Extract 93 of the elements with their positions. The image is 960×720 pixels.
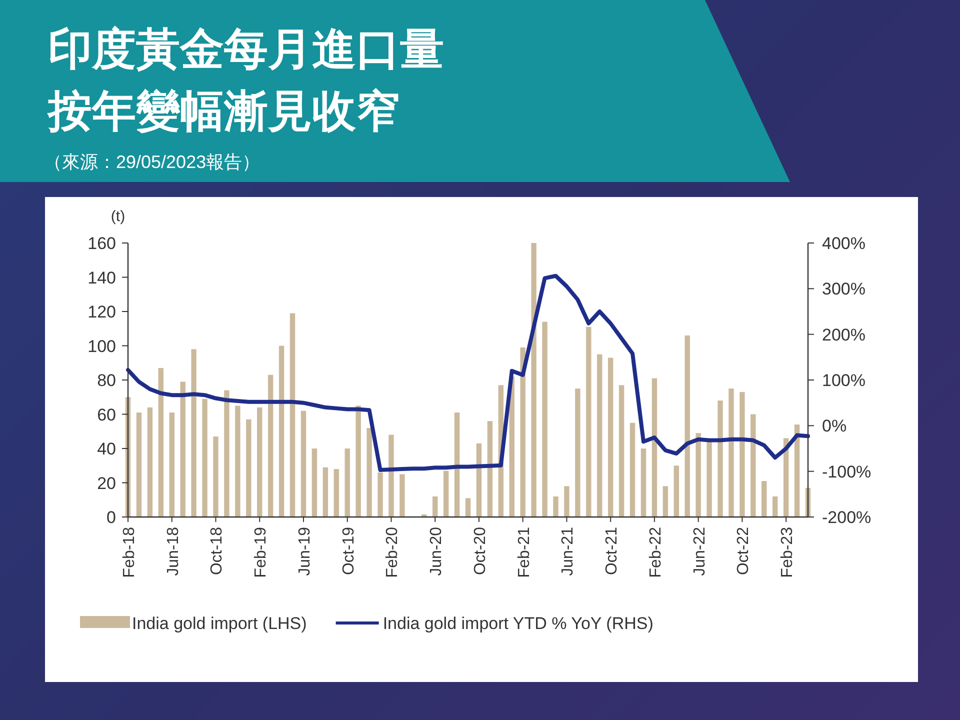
bar — [728, 388, 734, 517]
y-tick-label: 20 — [97, 474, 116, 493]
legend-label: India gold import YTD % YoY (RHS) — [382, 614, 654, 633]
y-tick-label: 140 — [88, 268, 116, 288]
bar — [674, 466, 679, 517]
x-tick-label: Jun-19 — [296, 526, 314, 576]
bar — [454, 412, 460, 517]
y2-tick-label: 0% — [822, 416, 847, 436]
x-tick-label: Feb-22 — [647, 526, 664, 578]
line-series — [126, 274, 810, 472]
bar — [432, 496, 438, 517]
x-tick-label: Feb-21 — [516, 526, 533, 578]
bar — [344, 448, 350, 517]
bar — [531, 243, 536, 517]
bar — [246, 419, 252, 517]
bar — [443, 470, 449, 517]
bar — [366, 428, 372, 517]
bar — [750, 414, 756, 517]
bar — [696, 433, 701, 517]
x-tick-label: Oct-21 — [604, 526, 621, 576]
y-tick-label: 40 — [97, 440, 116, 458]
bar — [618, 385, 624, 517]
bar — [564, 486, 570, 517]
chart-title: 印度黃金每月進口量按年變幅漸見收窄 — [46, 24, 444, 137]
x-tick-label: Jun-22 — [691, 526, 708, 576]
x-tick-label: Oct-18 — [208, 526, 226, 576]
legend-label: India gold import (LHS) — [132, 614, 307, 633]
bar — [300, 410, 306, 517]
bar — [278, 346, 284, 517]
bar — [322, 467, 328, 517]
x-tick-label: Jun-20 — [428, 526, 446, 576]
bar — [147, 407, 153, 517]
y-tick-label: 160 — [88, 234, 116, 253]
y-tick-label: 120 — [88, 302, 116, 322]
bar — [740, 392, 745, 517]
x-tick-label: Feb-19 — [252, 526, 270, 578]
bar — [794, 424, 800, 517]
bar — [136, 412, 142, 517]
x-tick-label: Oct-19 — [340, 526, 358, 576]
y2-tick-label: -100% — [822, 462, 872, 482]
bar — [520, 347, 526, 517]
y2-tick-label: -200% — [822, 508, 872, 527]
bar — [169, 412, 174, 517]
x-tick-label: Feb-20 — [384, 526, 402, 578]
y-tick-label: 80 — [97, 371, 116, 390]
bar — [224, 390, 230, 517]
bar — [772, 496, 778, 517]
y2-tick-label: 200% — [822, 325, 866, 344]
bar — [378, 472, 383, 517]
bar — [640, 448, 646, 517]
bar — [334, 469, 339, 517]
y-tick-label: 100 — [88, 336, 116, 356]
bar — [268, 374, 274, 517]
bar — [465, 498, 471, 517]
bar — [487, 421, 493, 517]
x-tick-label: Feb-23 — [779, 526, 796, 578]
x-tick-label: Oct-22 — [735, 526, 752, 576]
y2-tick-label: 100% — [822, 371, 866, 390]
bar — [213, 436, 218, 517]
bar — [718, 400, 723, 517]
bar — [662, 486, 668, 517]
bar — [180, 382, 186, 517]
bar — [684, 335, 690, 517]
bar — [597, 354, 602, 517]
bar — [586, 326, 592, 517]
y2-tick-label: 300% — [822, 280, 866, 299]
x-tick-label: Oct-20 — [472, 526, 489, 576]
bar — [762, 481, 767, 517]
bar — [575, 388, 580, 517]
bar — [202, 398, 208, 517]
bar — [388, 434, 394, 517]
bar — [290, 313, 296, 517]
y2-tick-label: 400% — [822, 234, 866, 253]
bar — [312, 448, 318, 517]
bar — [476, 443, 482, 517]
bar — [158, 368, 164, 517]
bar — [235, 406, 240, 517]
y-axis-title: (t) — [110, 208, 126, 225]
y-tick-label: 0 — [106, 508, 116, 527]
y-tick-label: 60 — [97, 405, 116, 424]
chart-subtitle: （來源：29/05/2023報告） — [44, 152, 260, 172]
bar — [191, 349, 196, 517]
bar — [652, 378, 658, 517]
x-tick-label: Feb-18 — [121, 526, 138, 578]
x-tick-label: Jun-21 — [560, 526, 577, 576]
bar — [542, 322, 548, 517]
bar — [356, 406, 361, 517]
bar — [630, 422, 636, 517]
bar — [608, 358, 614, 517]
bar — [257, 407, 262, 517]
bar — [553, 496, 558, 517]
bar — [400, 474, 405, 517]
x-tick-label: Jun-18 — [164, 526, 182, 576]
